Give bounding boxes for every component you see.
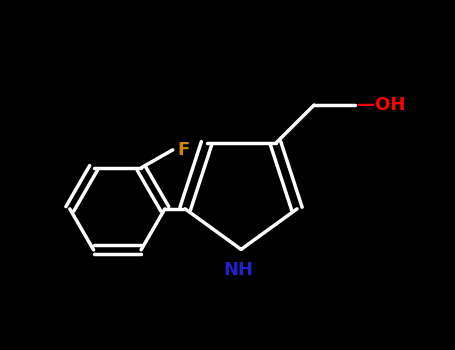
Text: NH: NH <box>224 261 254 279</box>
Text: F: F <box>177 141 189 159</box>
Text: —OH: —OH <box>357 96 405 114</box>
